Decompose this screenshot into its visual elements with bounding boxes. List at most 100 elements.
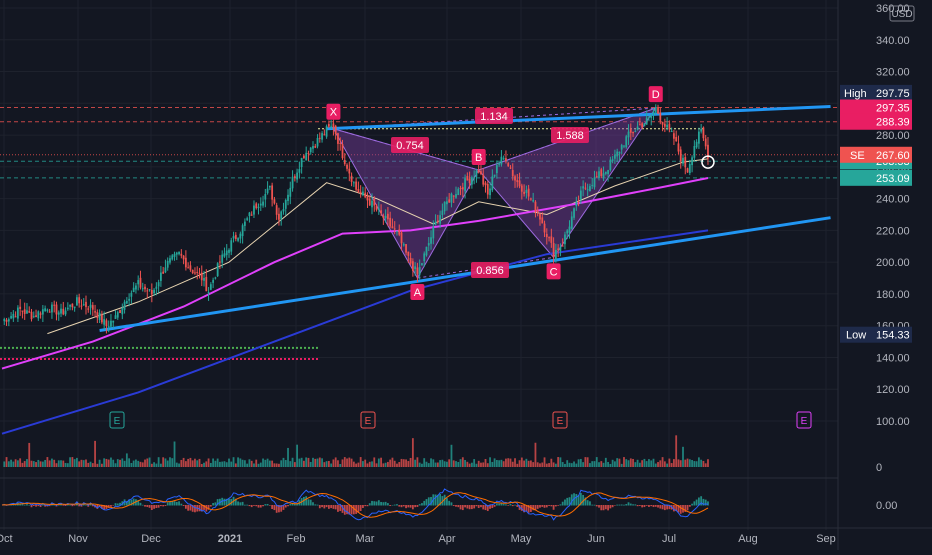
oscillator-bar [37, 505, 40, 507]
candle-body [337, 133, 339, 144]
volume-bar [225, 462, 228, 467]
time-axis[interactable]: Oct Nov Dec 2021 Feb Mar Apr May Jun Jul Aug Sep [0, 533, 836, 545]
price-level-tag-box [840, 99, 912, 116]
oscillator-bar [135, 499, 137, 506]
oscillator-bar [377, 500, 380, 506]
macd-oscillator [1, 488, 709, 521]
oscillator-bar [684, 505, 687, 512]
volume-bar [364, 459, 367, 467]
volume-bar [541, 462, 544, 467]
pattern-point-badge [410, 284, 425, 301]
volume-bar [509, 458, 512, 467]
candle-body [37, 311, 40, 319]
oscillator-bar [198, 505, 201, 512]
oscillator-bar [80, 505, 83, 507]
candle-body [155, 286, 158, 289]
volume-bar [518, 460, 521, 467]
candle-body [144, 286, 146, 290]
volume-bar [250, 460, 253, 467]
volume-bar [598, 462, 600, 467]
oscillator-bar [632, 504, 634, 506]
oscillator-bar [396, 504, 398, 506]
oscillator-bar [545, 505, 548, 508]
candle-body [44, 308, 47, 312]
oscillator-bar [384, 501, 387, 506]
candle-body [532, 199, 535, 202]
candle-body [132, 287, 135, 293]
candle-body [682, 157, 684, 164]
oscillator-bar [162, 505, 165, 507]
volume-bar [359, 457, 362, 467]
candle-body [607, 170, 609, 174]
oscillator-bar [132, 498, 135, 506]
volume-bar [44, 460, 47, 467]
time-label: Dec [141, 533, 161, 545]
candle-body [175, 252, 178, 255]
volume-bar [387, 461, 389, 467]
low-label: Low [846, 330, 866, 342]
volume-bar [262, 458, 264, 467]
candle-body [416, 267, 419, 275]
pattern-ratio-label: 1.134 [480, 111, 508, 123]
oscillator-bar [357, 505, 360, 513]
oscillator-bar [96, 505, 99, 509]
volume-bar [157, 457, 160, 467]
candle-body [268, 185, 271, 188]
volume-bar [659, 460, 662, 467]
volume-bar [641, 460, 644, 467]
candle-body [10, 315, 12, 319]
volume-bar [500, 459, 503, 467]
candle-body [455, 194, 457, 198]
volume-bar [436, 462, 439, 467]
current-price-value: 267.60 [876, 150, 910, 162]
candle-body [623, 145, 625, 147]
candle-body [368, 198, 371, 206]
time-label: Mar [356, 533, 375, 545]
volume-bar [700, 459, 703, 467]
oscillator-bar [100, 505, 103, 509]
candle-body [191, 269, 194, 274]
candle-body [307, 152, 310, 154]
candle-body [421, 263, 423, 266]
candle-body [693, 146, 696, 158]
volume-bar [135, 459, 137, 467]
volume-bar [695, 461, 698, 467]
time-label: Sep [816, 533, 836, 545]
candle-body [87, 308, 90, 310]
candle-body [657, 107, 659, 114]
oscillator-bar [182, 505, 185, 506]
candle-body [702, 127, 705, 139]
volume-bar [71, 457, 74, 467]
earnings-marker-label: E [557, 416, 564, 427]
volume-bar [98, 459, 101, 467]
candle-body [178, 251, 180, 255]
price-axis[interactable]: 360.00340.00320.00300.00280.00260.00240.… [840, 3, 915, 512]
candle-body [205, 276, 208, 292]
volume-bar [146, 458, 149, 467]
oscillator-bar [364, 505, 367, 507]
candle-body [214, 277, 217, 279]
pattern-ratio-badge [391, 137, 429, 153]
candle-body [346, 164, 348, 169]
volume-bar [634, 462, 637, 467]
volume-bar [539, 463, 541, 467]
candle-body [23, 309, 26, 314]
oscillator-bar [436, 494, 439, 506]
trendlines[interactable] [99, 104, 831, 332]
volume-bar [55, 463, 58, 467]
candle-body [648, 116, 650, 118]
volume-bar [623, 457, 625, 467]
volume-bar [312, 457, 314, 467]
candle-body [545, 233, 548, 238]
volume-bar [511, 461, 514, 467]
oscillator-bar [691, 503, 693, 506]
oscillator-bar [284, 505, 287, 508]
volume-bar [69, 457, 71, 467]
candle-body [577, 200, 580, 202]
volume-bar [214, 460, 217, 467]
oscillator-bar [262, 505, 264, 507]
candle-body [241, 225, 244, 237]
